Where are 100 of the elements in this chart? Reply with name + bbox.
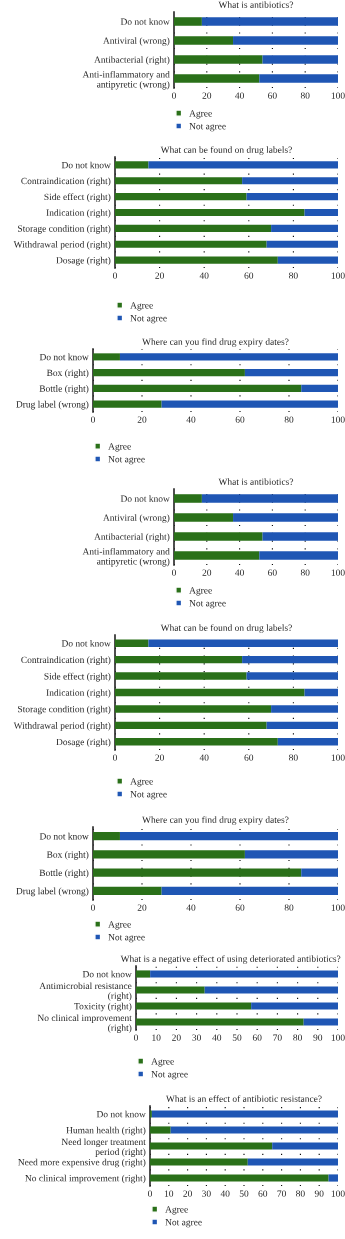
legend-label: Agree [165,1206,188,1215]
bar [242,655,338,664]
bar [150,1126,171,1134]
bar [93,868,302,877]
x-tick-label: 60 [235,904,245,911]
bar [244,369,338,377]
bar [277,738,338,746]
x-tick-label: 60 [244,754,254,761]
bar [115,672,247,680]
x-tick-label: 60 [244,272,254,279]
chart-title: What is an effect of antibiotic resistance? [165,1095,322,1102]
x-tick-label: 80 [284,904,294,911]
bar [150,1174,329,1182]
x-tick-label: 70 [277,1190,286,1197]
x-tick-label: 80 [296,1190,305,1197]
chart-title: What can be found on drug labels? [160,146,292,155]
y-tick-label: Antibacterial (right) [94,56,170,65]
y-tick-label: Need longer treatment period (right) [61,1138,146,1157]
bar [115,208,305,217]
x-tick-label: 0 [172,92,176,99]
bar [247,1158,338,1166]
y-tick-label: Anti-inflammatory and antipyretic (wrong) [82,70,170,90]
x-tick-label: 0 [172,569,176,576]
y-tick-label: Do not know [61,161,111,169]
x-tick-label: 100 [331,92,345,99]
y-tick-label: Antiviral (wrong) [103,514,170,523]
bar [174,494,202,503]
legend-label: Agree [108,921,131,930]
x-tick-label: 20 [202,569,212,576]
x-tick-label: 0 [91,416,95,423]
bar [150,970,338,978]
x-tick-label: 60 [258,1190,268,1197]
y-tick-label: Box (right) [46,851,89,860]
bar [304,208,338,217]
bar [174,74,260,83]
y-tick-label: Drug label (wrong) [16,400,89,410]
bar [115,705,272,713]
bar [259,74,338,83]
bar [119,353,338,361]
bar [277,256,338,264]
bar [93,832,120,841]
x-tick-label: 40 [186,416,196,423]
x-tick-label: 30 [202,1190,211,1197]
y-tick-label: Antibacterial (right) [94,533,170,542]
legend-label: Agree [151,1058,174,1067]
x-tick-label: 30 [192,1034,201,1041]
bar [174,551,260,560]
bar [136,970,151,978]
bar [303,1018,338,1026]
x-tick-label: 100 [331,569,345,576]
legend-label: Not agree [130,315,167,324]
y-tick-label: Box (right) [46,369,89,378]
bar [115,240,267,248]
bar [174,17,202,26]
bar [174,513,234,522]
chart-title: What can be found on drug labels? [160,624,292,633]
bar [242,177,338,185]
bar [233,513,338,522]
x-tick-label: 70 [273,1034,282,1041]
y-tick-label: Contraindication (right) [21,177,111,187]
y-tick-label: Indication (right) [46,209,111,218]
bar [115,721,267,730]
bar [115,738,278,746]
x-tick-label: 80 [293,1034,302,1041]
bar [301,868,338,877]
y-tick-label: Antiviral (wrong) [103,37,170,46]
y-tick-label: Drug label (wrong) [16,887,89,897]
chart-title: What is a negative effect of using deteriorated antibiotics? [120,955,341,964]
bar [174,532,263,541]
y-tick-label: Do not know [39,353,89,361]
bar [201,17,338,26]
y-tick-label: Side effect (right) [44,672,111,682]
x-tick-label: 40 [199,272,209,279]
bar [259,551,338,560]
bar [150,1142,273,1150]
x-tick-label: 100 [331,1190,345,1197]
x-tick-label: 60 [235,416,245,423]
bar [115,256,278,264]
bar [115,224,272,232]
bar [301,384,338,392]
bar [115,639,149,647]
y-tick-label: Contraindication (right) [21,656,111,665]
y-tick-label: Antimicrobial resistance (right) [39,982,132,1001]
bar [201,494,338,503]
x-tick-label: 0 [134,1034,138,1041]
x-tick-label: 40 [199,754,209,761]
y-tick-label: Dosage (right) [56,256,111,266]
x-tick-label: 20 [155,272,164,279]
x-tick-label: 20 [137,416,147,423]
bar [161,400,338,408]
bar [161,886,338,895]
bar [262,532,338,541]
legend-label: Not agree [130,791,167,800]
x-tick-label: 60 [252,1034,262,1041]
bar [136,986,205,994]
bar [174,36,234,45]
bar [115,193,247,201]
y-tick-label: No clinical improvement (right) [25,1174,146,1184]
legend-label: Agree [189,587,212,596]
chart-title: Where can you find drug expiry dates? [142,338,289,347]
